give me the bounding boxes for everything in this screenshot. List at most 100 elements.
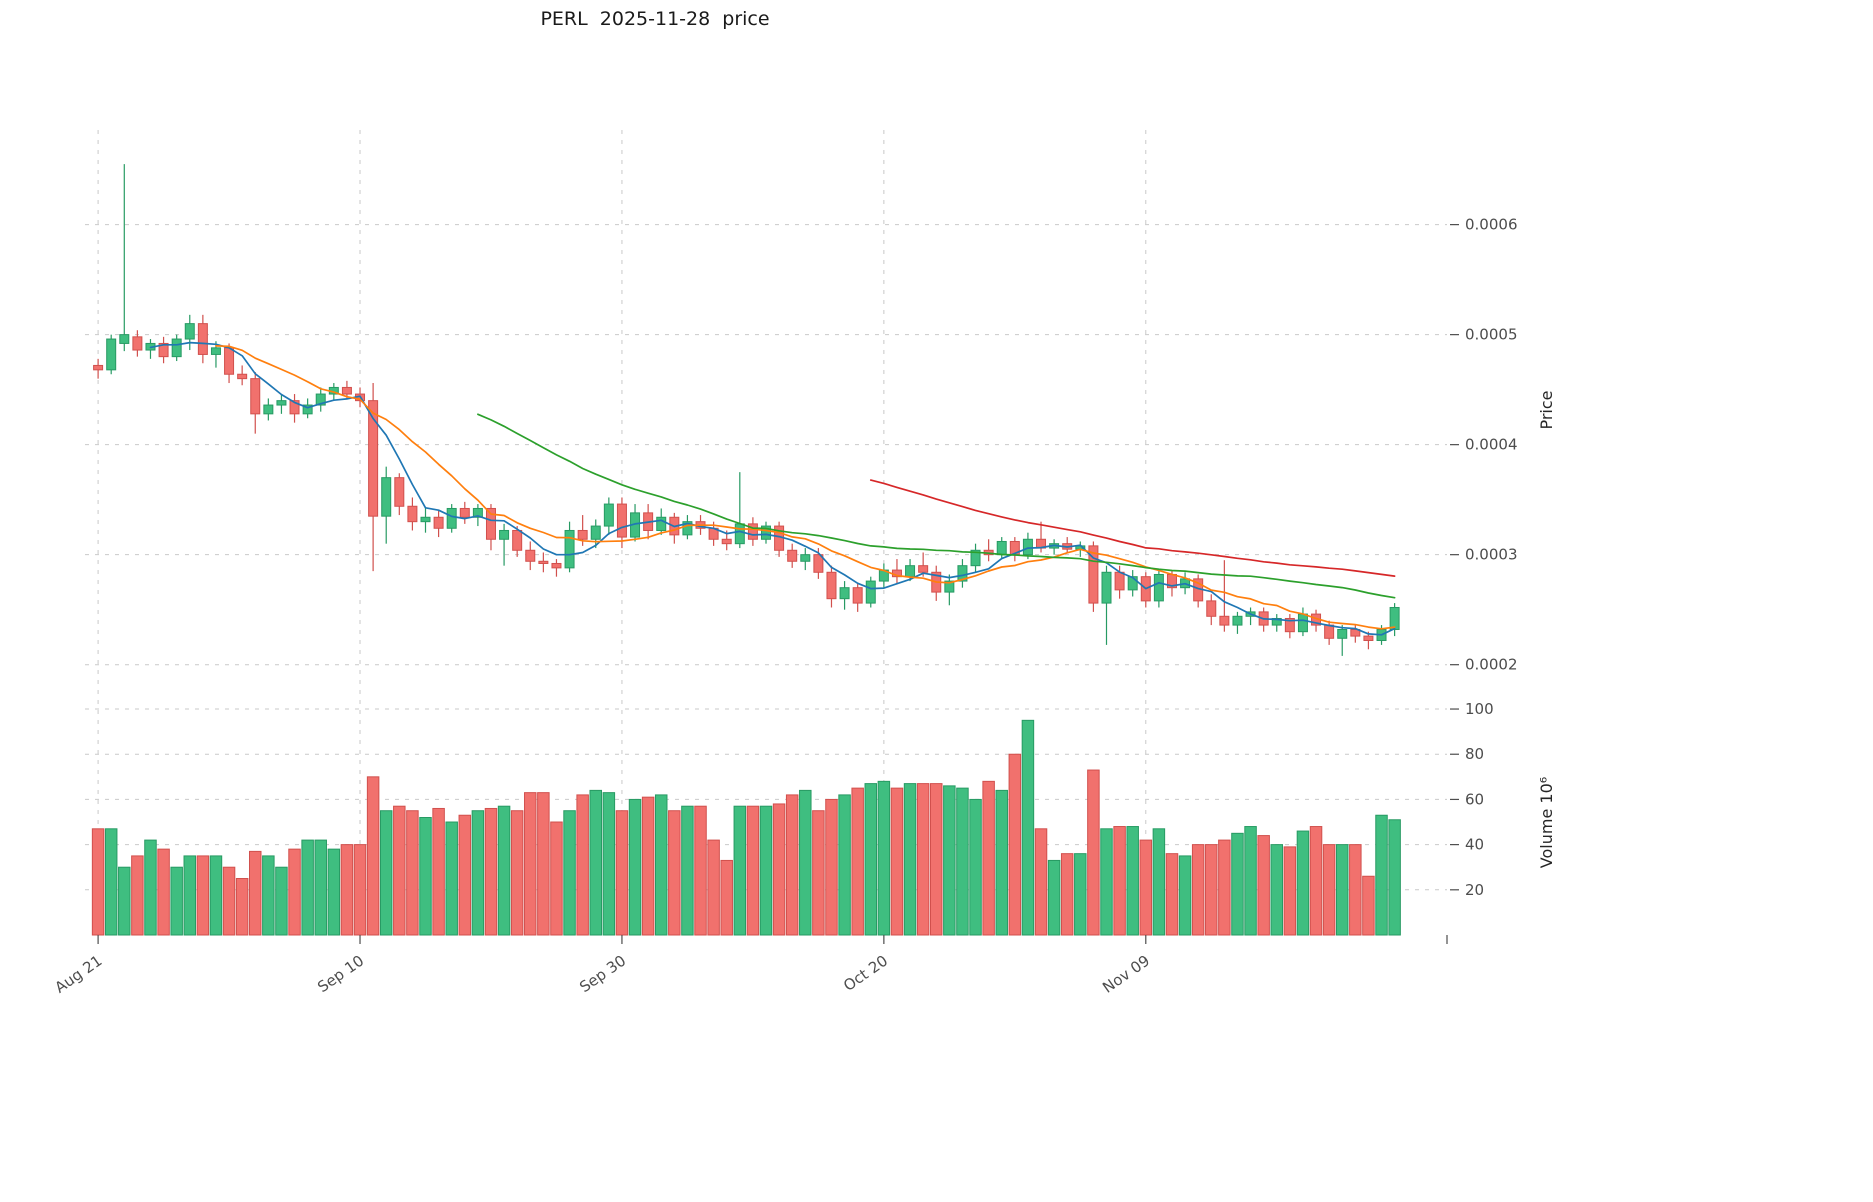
volume-bar [249,850,262,936]
candle-body [1337,628,1348,639]
x-tick-label: Sep 10 [314,952,367,997]
candle-body [1232,615,1243,626]
candle-body [905,565,916,578]
candle-body [1022,538,1033,556]
ma-line-60 [869,479,1396,577]
volume-bar [589,789,602,936]
volume-bar [982,780,995,936]
candle-body [1297,613,1308,633]
candle-body [93,364,104,371]
volume-bar [1047,859,1061,936]
volume-bar [1309,826,1323,936]
price-axis-title: Price [1537,390,1556,429]
volume-bar [379,810,393,936]
volume-bar [1218,839,1231,936]
volume-bar [1126,826,1139,936]
volume-axis-labels: 20 40 60 80 100 [1450,700,1494,899]
volume-bar [1008,753,1022,936]
candle-body [184,323,195,340]
candle-body [826,571,837,600]
candle-body [485,507,496,540]
volume-bar [1060,853,1074,936]
volume-bar [1087,769,1100,936]
ma-lines-group [149,341,1396,636]
candle-body [276,400,287,406]
price-tick-label: 0.0005 [1465,326,1518,344]
volume-bar [419,817,432,936]
volume-bar [916,783,930,936]
candle-body [302,404,313,415]
volume-tick-label: 80 [1465,745,1484,763]
candle-body [459,507,470,518]
candle-body [957,565,968,582]
candle-body [787,549,798,562]
volume-bar [654,794,668,936]
candle-body [1101,571,1112,604]
price-tick-label: 0.0002 [1465,656,1518,674]
volume-bar [288,848,301,936]
volume-bar [1362,875,1375,936]
candle-body [1206,600,1217,617]
volume-bar [104,828,118,936]
candle-body [1088,545,1099,604]
volume-bar [1257,835,1270,936]
candle-body [263,404,274,415]
volume-bar [903,783,917,936]
candle-body [381,477,392,517]
volume-bar [209,855,223,936]
candle-body [577,529,588,540]
candle-body [564,529,575,569]
volume-bar [995,789,1008,936]
volume-bar [458,814,472,936]
candle-body [132,336,143,351]
candle-body [158,342,169,358]
candle-body [918,565,929,573]
candle-body [538,560,549,564]
volume-bar [497,805,511,936]
candle-body [1271,617,1282,626]
volume-bar [327,848,341,936]
candle-body [210,347,221,355]
volume-bar [825,798,838,936]
volume-bar [1074,853,1087,936]
candle-body [368,400,379,517]
candle-body [1153,573,1164,602]
candle-body [237,373,248,380]
volume-bar [864,783,878,936]
volume-bar [432,807,445,936]
volume-bar [772,803,786,936]
volume-bar [262,855,275,936]
candle-body [224,347,235,375]
volume-bar [1231,832,1244,936]
candle-body [394,477,405,507]
volume-bar [1113,826,1126,936]
volume-bar [720,859,733,936]
x-tick-label: Aug 21 [52,952,106,997]
volume-bar [602,792,616,936]
x-tick-label: Oct 20 [840,952,891,995]
candle-body [839,587,850,600]
candle-body [315,393,326,406]
volume-bar [930,783,943,936]
volume-bar [799,789,812,936]
candle-body [1114,571,1125,591]
chart-title: PERL 2025-11-28 price [540,8,770,30]
candle-body [420,516,431,523]
candle-body [682,521,693,536]
volume-bar [1270,844,1283,936]
candle-body [341,386,352,395]
candle-body [747,523,758,540]
volume-bar [550,821,563,936]
volume-bar [1139,839,1153,936]
volume-bar [1178,855,1192,936]
volume-bar [524,792,537,936]
volume-bar [196,855,210,936]
volume-bar [235,878,249,936]
volume-tick-label: 60 [1465,790,1484,808]
volume-tick-label: 40 [1465,836,1484,854]
volume-bar [1165,853,1179,936]
volume-bar [471,810,485,936]
volume-bar [222,866,236,936]
